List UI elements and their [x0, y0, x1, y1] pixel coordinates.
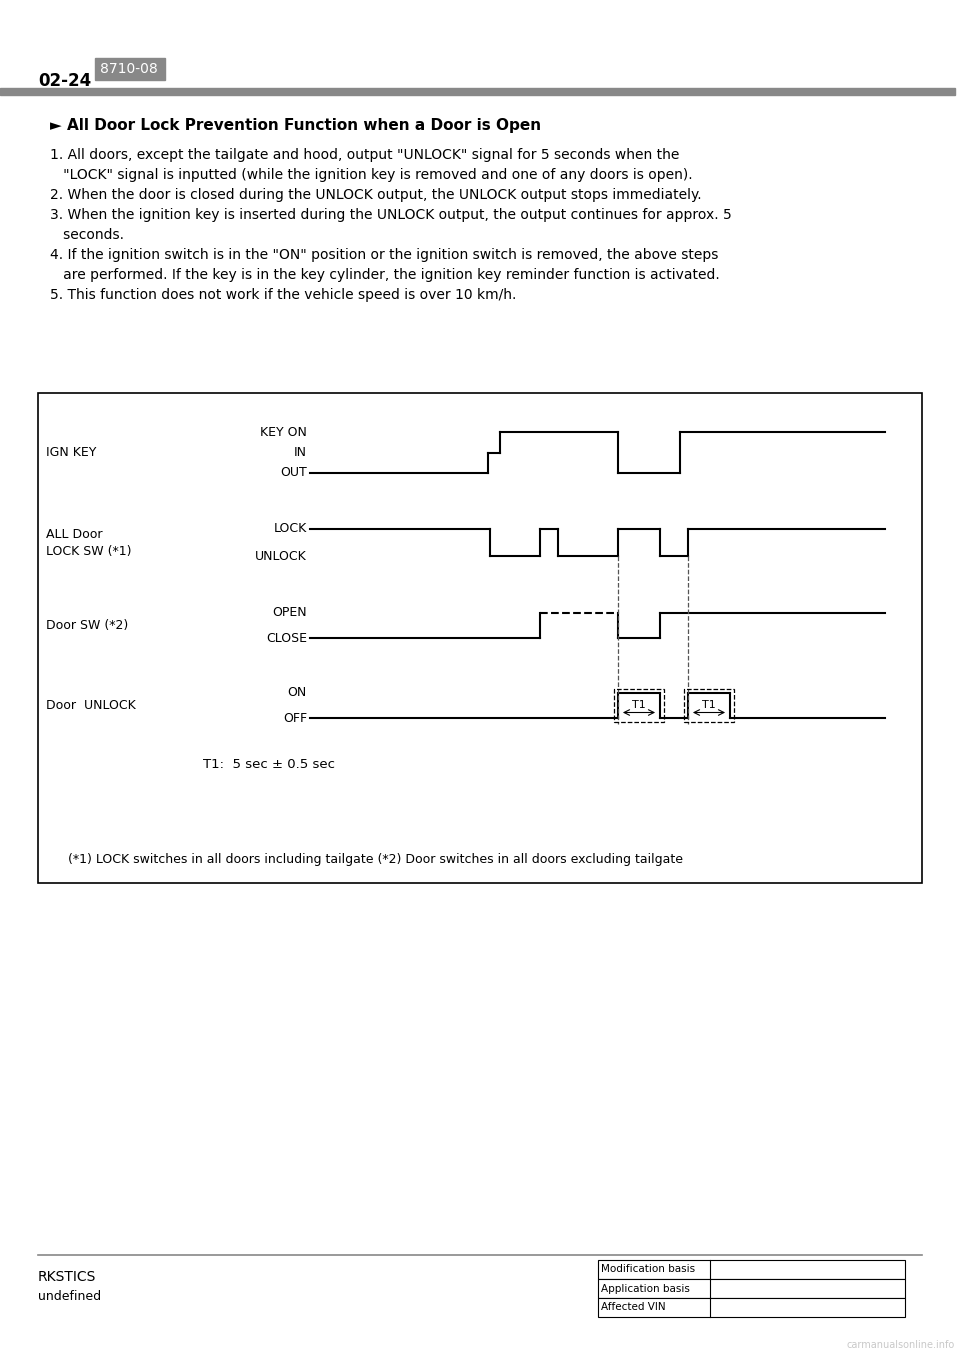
Text: RKSTICS: RKSTICS: [38, 1270, 96, 1285]
Text: carmanualsonline.info: carmanualsonline.info: [847, 1340, 955, 1350]
Text: ON: ON: [288, 687, 307, 699]
Text: IGN KEY: IGN KEY: [46, 445, 96, 459]
Text: (*1) LOCK switches in all doors including tailgate (*2) Door switches in all doo: (*1) LOCK switches in all doors includin…: [68, 853, 683, 866]
Text: 2. When the door is closed during the UNLOCK output, the UNLOCK output stops imm: 2. When the door is closed during the UN…: [50, 187, 702, 202]
Text: LOCK: LOCK: [274, 523, 307, 535]
Text: IN: IN: [294, 447, 307, 459]
Text: OUT: OUT: [280, 467, 307, 479]
Text: OFF: OFF: [283, 712, 307, 725]
Text: Application basis: Application basis: [601, 1283, 690, 1294]
Bar: [598, 1260, 905, 1279]
Text: T1:  5 sec ± 0.5 sec: T1: 5 sec ± 0.5 sec: [203, 758, 335, 771]
Text: Door SW (*2): Door SW (*2): [46, 619, 129, 631]
Bar: [0, 88, 955, 95]
Text: Modification basis: Modification basis: [601, 1264, 695, 1275]
Text: are performed. If the key is in the key cylinder, the ignition key reminder func: are performed. If the key is in the key …: [50, 268, 720, 282]
Text: Door  UNLOCK: Door UNLOCK: [46, 699, 135, 712]
Text: ► All Door Lock Prevention Function when a Door is Open: ► All Door Lock Prevention Function when…: [50, 118, 541, 133]
Bar: [598, 1298, 905, 1317]
Text: CLOSE: CLOSE: [266, 631, 307, 645]
Text: "LOCK" signal is inputted (while the ignition key is removed and one of any door: "LOCK" signal is inputted (while the ign…: [50, 168, 692, 182]
Text: undefined: undefined: [38, 1290, 101, 1302]
Text: 3. When the ignition key is inserted during the UNLOCK output, the output contin: 3. When the ignition key is inserted dur…: [50, 208, 732, 221]
Text: 1. All doors, except the tailgate and hood, output "UNLOCK" signal for 5 seconds: 1. All doors, except the tailgate and ho…: [50, 148, 680, 162]
Text: T1: T1: [702, 701, 716, 710]
Bar: [95, 58, 165, 80]
Bar: [684, 689, 734, 722]
Text: ALL Door
LOCK SW (*1): ALL Door LOCK SW (*1): [46, 527, 132, 558]
Text: 5. This function does not work if the vehicle speed is over 10 km/h.: 5. This function does not work if the ve…: [50, 288, 516, 301]
Text: 8710-08: 8710-08: [100, 62, 157, 76]
Text: UNLOCK: UNLOCK: [255, 550, 307, 562]
Text: 02-24: 02-24: [38, 72, 91, 90]
Text: 4. If the ignition switch is in the "ON" position or the ignition switch is remo: 4. If the ignition switch is in the "ON"…: [50, 249, 718, 262]
Bar: [614, 689, 664, 722]
Text: OPEN: OPEN: [273, 607, 307, 619]
Text: seconds.: seconds.: [50, 228, 124, 242]
Text: Affected VIN: Affected VIN: [601, 1302, 665, 1312]
Bar: [38, 392, 922, 883]
Text: T1: T1: [632, 701, 646, 710]
Text: KEY ON: KEY ON: [260, 425, 307, 439]
Bar: [598, 1279, 905, 1298]
